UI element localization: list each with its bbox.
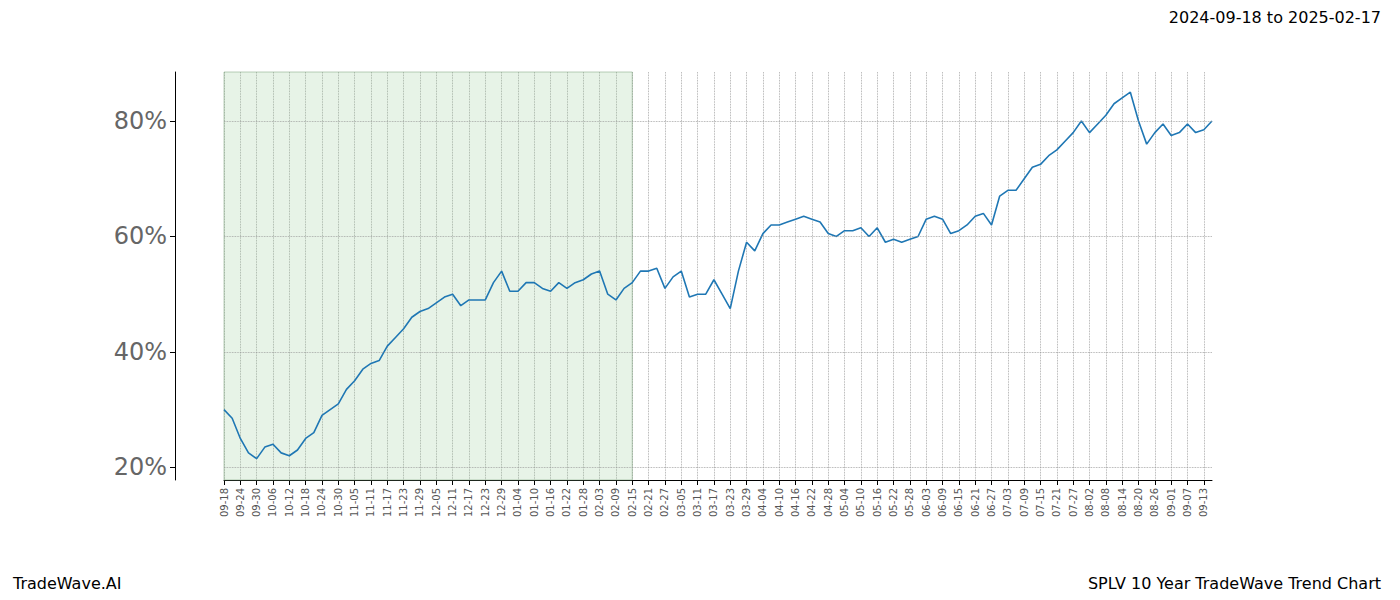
svg-text:09-18: 09-18 xyxy=(219,488,230,517)
svg-text:01-04: 01-04 xyxy=(512,488,523,517)
svg-text:80%: 80% xyxy=(114,107,167,135)
svg-text:SPLV 10 Year TradeWave Trend C: SPLV 10 Year TradeWave Trend Chart xyxy=(1088,574,1381,593)
svg-text:11-17: 11-17 xyxy=(382,488,393,517)
svg-text:05-04: 05-04 xyxy=(839,488,850,517)
svg-text:07-15: 07-15 xyxy=(1035,488,1046,517)
svg-text:07-27: 07-27 xyxy=(1068,488,1079,517)
svg-text:11-05: 11-05 xyxy=(349,488,360,517)
svg-text:12-05: 12-05 xyxy=(431,488,442,517)
svg-text:05-28: 05-28 xyxy=(904,488,915,517)
svg-text:11-23: 11-23 xyxy=(398,488,409,517)
svg-text:04-04: 04-04 xyxy=(757,488,768,517)
svg-text:09-13: 09-13 xyxy=(1198,488,1209,517)
svg-text:05-10: 05-10 xyxy=(855,488,866,517)
svg-text:04-28: 04-28 xyxy=(823,488,834,517)
svg-text:12-23: 12-23 xyxy=(480,488,491,517)
svg-text:05-22: 05-22 xyxy=(888,488,899,517)
svg-text:05-16: 05-16 xyxy=(872,488,883,517)
svg-text:02-15: 02-15 xyxy=(627,488,638,517)
svg-text:04-22: 04-22 xyxy=(806,488,817,517)
svg-text:01-22: 01-22 xyxy=(561,488,572,517)
svg-text:12-17: 12-17 xyxy=(463,488,474,517)
svg-text:01-16: 01-16 xyxy=(545,488,556,517)
svg-text:08-02: 08-02 xyxy=(1084,488,1095,517)
svg-text:06-09: 06-09 xyxy=(937,488,948,517)
svg-text:08-26: 08-26 xyxy=(1149,488,1160,517)
svg-text:04-10: 04-10 xyxy=(774,488,785,517)
svg-text:07-03: 07-03 xyxy=(1002,488,1013,517)
svg-text:03-17: 03-17 xyxy=(708,488,719,517)
svg-text:09-01: 09-01 xyxy=(1166,488,1177,517)
svg-text:09-24: 09-24 xyxy=(235,488,246,517)
svg-text:10-18: 10-18 xyxy=(300,488,311,517)
svg-text:20%: 20% xyxy=(114,453,167,481)
svg-text:60%: 60% xyxy=(114,222,167,250)
svg-text:07-09: 07-09 xyxy=(1019,488,1030,517)
svg-text:10-12: 10-12 xyxy=(284,488,295,517)
svg-text:06-03: 06-03 xyxy=(921,488,932,517)
svg-text:12-11: 12-11 xyxy=(447,488,458,517)
svg-text:02-09: 02-09 xyxy=(610,488,621,517)
svg-text:11-11: 11-11 xyxy=(365,488,376,517)
svg-text:01-10: 01-10 xyxy=(529,488,540,517)
svg-text:10-30: 10-30 xyxy=(333,488,344,517)
svg-text:11-29: 11-29 xyxy=(414,488,425,517)
svg-text:12-29: 12-29 xyxy=(496,488,507,517)
svg-text:40%: 40% xyxy=(114,338,167,366)
svg-text:08-14: 08-14 xyxy=(1117,488,1128,517)
svg-text:07-21: 07-21 xyxy=(1051,488,1062,517)
svg-text:02-21: 02-21 xyxy=(643,488,654,517)
svg-text:10-24: 10-24 xyxy=(316,488,327,517)
svg-text:01-28: 01-28 xyxy=(578,488,589,517)
svg-text:TradeWave.AI: TradeWave.AI xyxy=(12,574,121,593)
svg-text:03-23: 03-23 xyxy=(725,488,736,517)
svg-text:02-03: 02-03 xyxy=(594,488,605,517)
svg-text:09-30: 09-30 xyxy=(251,488,262,517)
svg-text:08-08: 08-08 xyxy=(1100,488,1111,517)
svg-text:2024-09-18 to 2025-02-17: 2024-09-18 to 2025-02-17 xyxy=(1169,8,1381,27)
svg-text:06-27: 06-27 xyxy=(986,488,997,517)
svg-text:10-06: 10-06 xyxy=(267,488,278,517)
svg-text:09-07: 09-07 xyxy=(1182,488,1193,517)
svg-text:02-27: 02-27 xyxy=(659,488,670,517)
svg-text:08-20: 08-20 xyxy=(1133,488,1144,517)
svg-text:04-16: 04-16 xyxy=(790,488,801,517)
svg-text:06-21: 06-21 xyxy=(970,488,981,517)
svg-text:03-29: 03-29 xyxy=(741,488,752,517)
svg-text:03-11: 03-11 xyxy=(692,488,703,517)
svg-text:03-05: 03-05 xyxy=(676,488,687,517)
svg-text:06-15: 06-15 xyxy=(953,488,964,517)
